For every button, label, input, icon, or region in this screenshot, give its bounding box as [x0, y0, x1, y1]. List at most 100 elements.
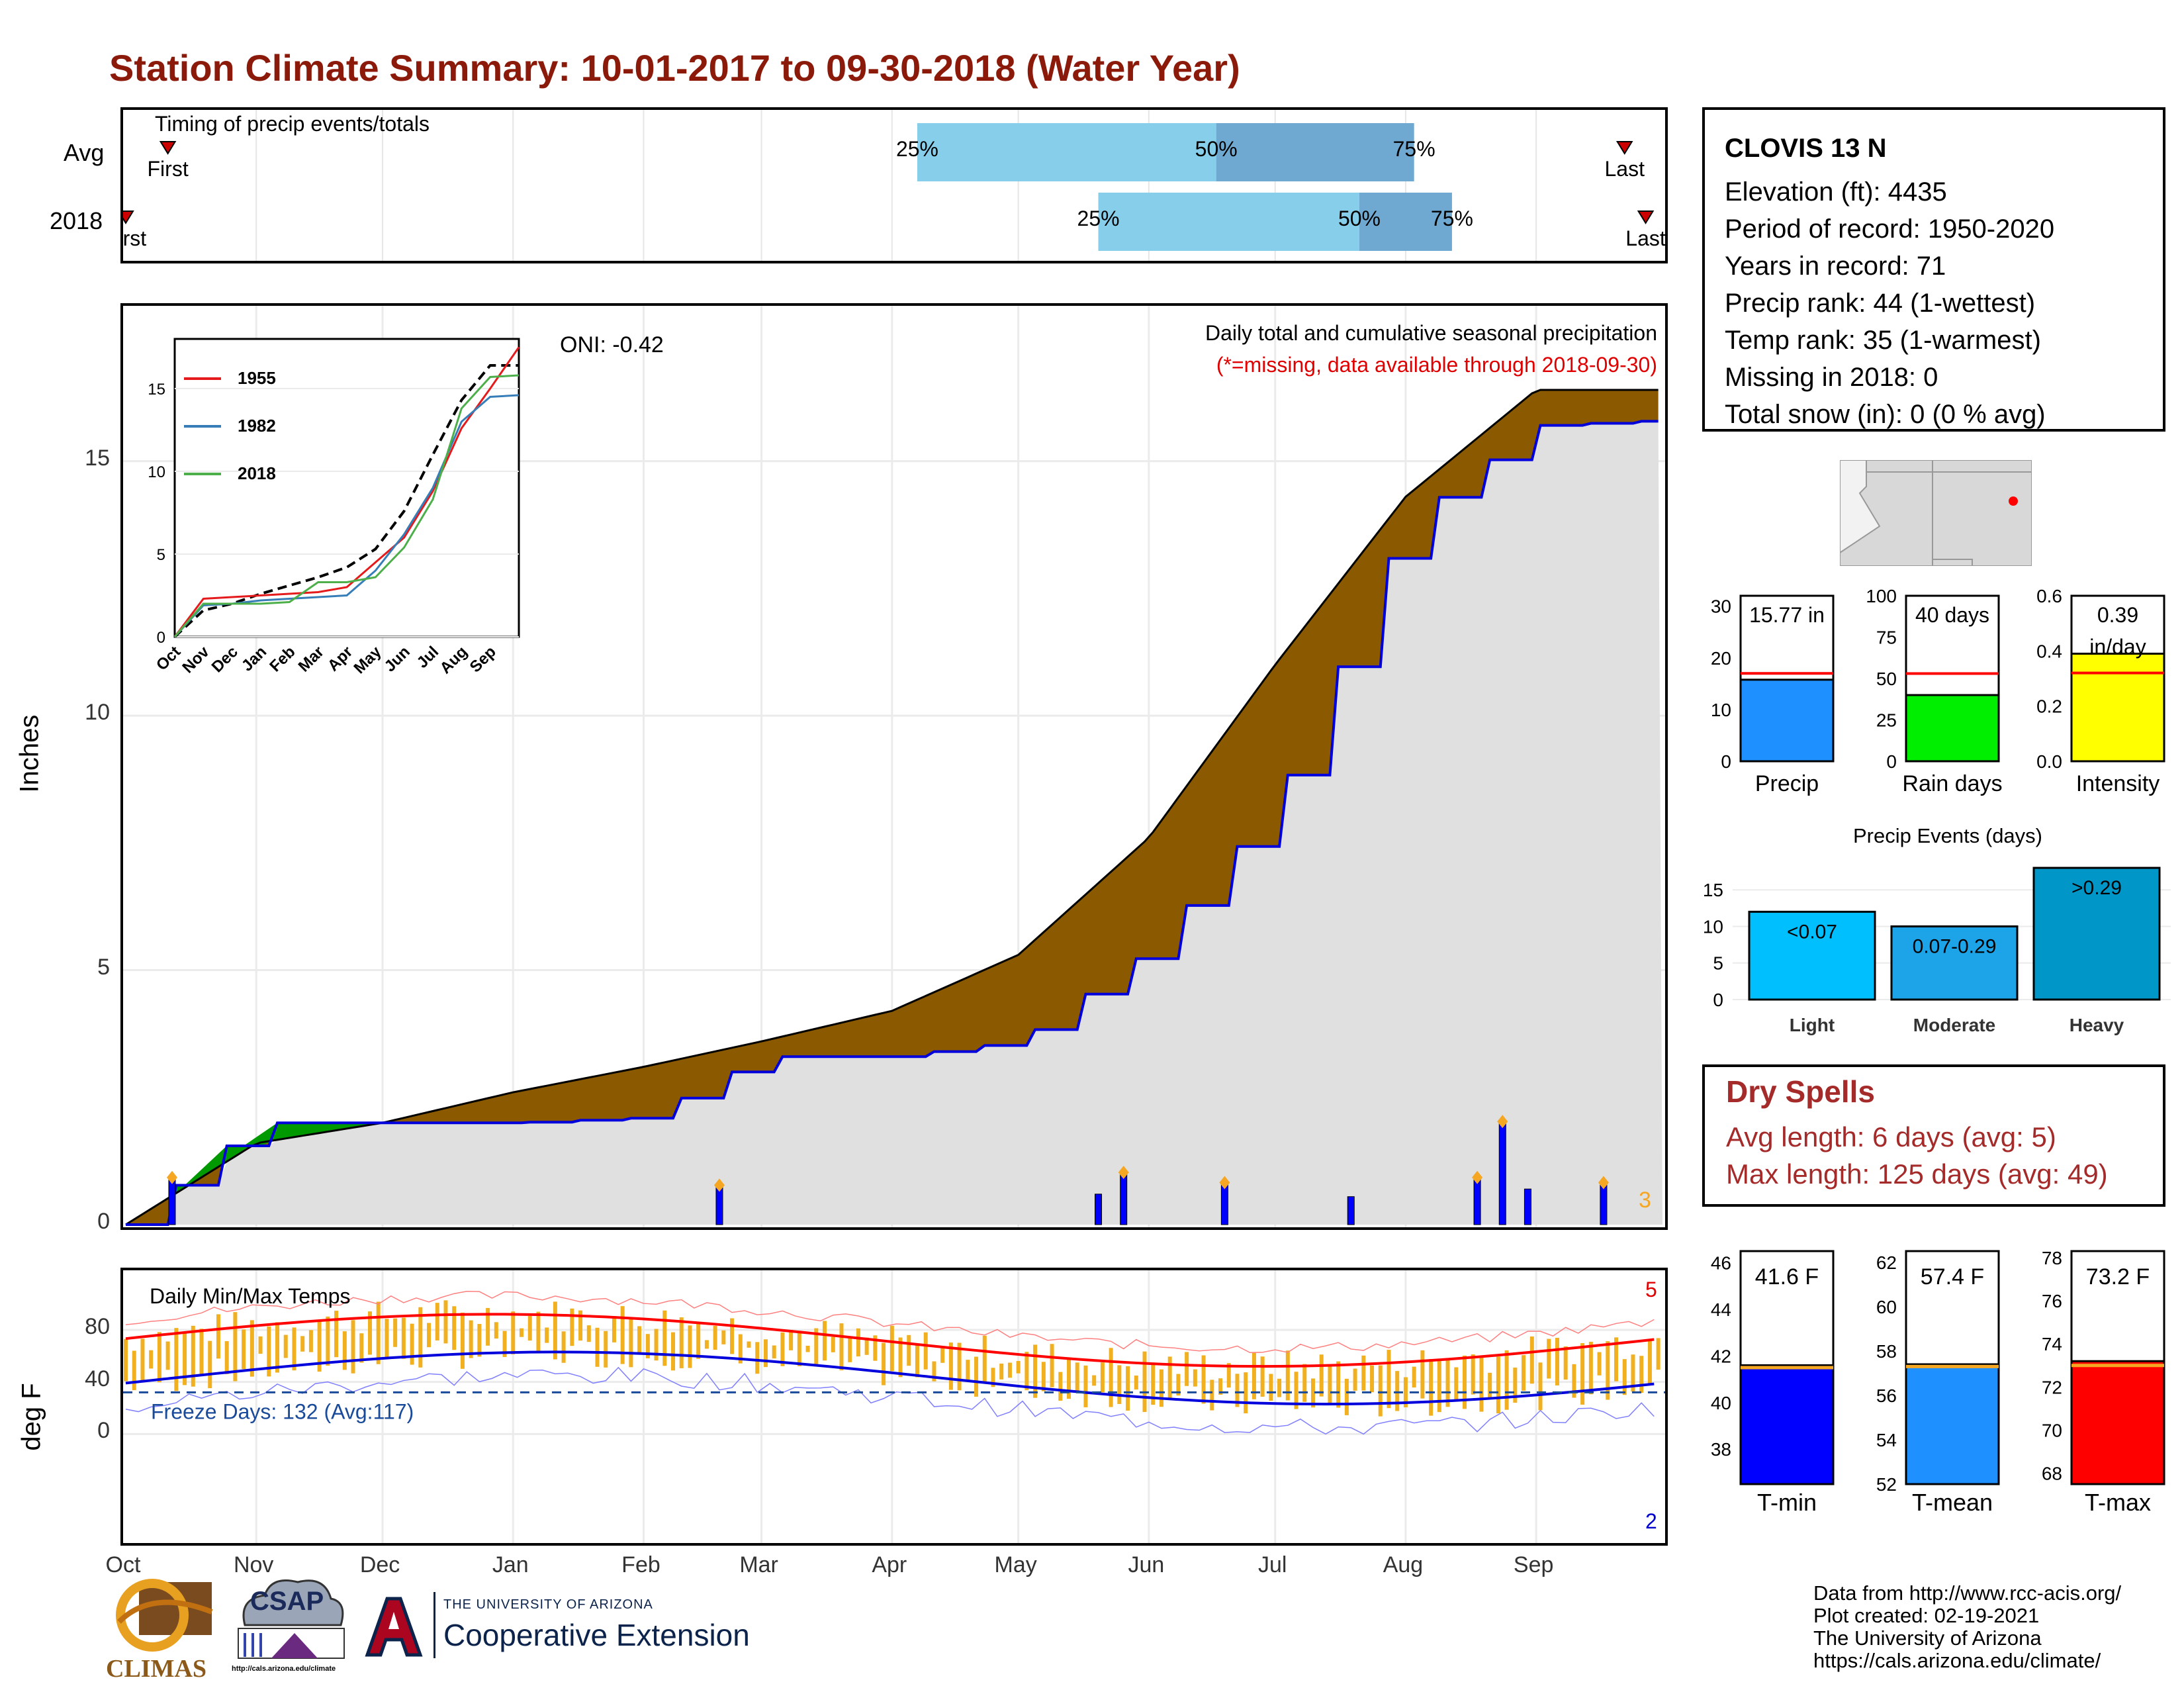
temp-bar-tick: 44: [1711, 1299, 1731, 1320]
heavy-event-marker-icon: [1472, 1170, 1483, 1184]
daily-temp-range-bar: [1033, 1344, 1038, 1398]
daily-temp-range-bar: [1151, 1362, 1156, 1405]
events-bar: [1890, 925, 2019, 1001]
month-tick: May: [994, 1552, 1037, 1577]
avg-high-line: [125, 1313, 1655, 1368]
daily-temp-range-bar: [1319, 1354, 1324, 1397]
mini-bar-value-label: 0.39: [2097, 603, 2138, 627]
inset-xtick: Jan: [238, 643, 270, 675]
mini-bar-intensity: 0.39 in/day 0.0 0.2 0.4 0.6 Intensity: [2012, 583, 2184, 801]
daily-temp-range-bar: [1622, 1359, 1627, 1395]
daily-temp-range-bar: [342, 1331, 347, 1370]
daily-temp-range-bar: [1336, 1361, 1341, 1408]
daily-temp-range-bar: [1463, 1355, 1467, 1409]
daily-temp-range-bar: [1370, 1365, 1375, 1393]
temp-chart: Daily Min/Max Temps Freeze Days: 132 (Avg…: [123, 1270, 1665, 1543]
inset-legend-label: 1955: [238, 368, 276, 388]
inset-xtick: Dec: [208, 643, 242, 676]
daily-temp-range-bar: [553, 1301, 557, 1360]
daily-temp-range-bar: [864, 1337, 869, 1355]
daily-temp-range-bar: [789, 1329, 794, 1350]
temp-bar-tick: 56: [1876, 1385, 1897, 1406]
mini-bar-rain-days: 40 days 0 25 50 75 100 Rain days: [1846, 583, 2012, 801]
first-marker-icon: [117, 211, 134, 224]
inset-xtick: Apr: [324, 643, 356, 675]
credit-source: Data from http://www.rcc-acis.org/: [1813, 1581, 2122, 1605]
ua-small-text: THE UNIVERSITY OF ARIZONA: [443, 1597, 653, 1612]
daily-temp-range-bar: [183, 1332, 187, 1385]
daily-temp-range-bar: [1572, 1364, 1576, 1398]
month-tick: Apr: [872, 1552, 907, 1577]
temp-bar-tick: 74: [2042, 1334, 2062, 1354]
credit-url: https://cals.arizona.edu/climate/: [1813, 1649, 2101, 1672]
month-tick: Nov: [233, 1552, 274, 1577]
daily-temp-range-bar: [772, 1345, 776, 1359]
daily-temp-range-bar: [367, 1311, 372, 1355]
station-missing: Missing in 2018: 0: [1725, 363, 1938, 392]
daily-precip-bar: [1347, 1196, 1355, 1225]
daily-temp-range-bar: [595, 1327, 600, 1367]
daily-temp-range-bar: [1193, 1369, 1197, 1387]
daily-temp-range-bar: [1437, 1361, 1441, 1413]
daily-temp-range-bar: [1529, 1336, 1534, 1384]
daily-temp-range-bar: [1016, 1360, 1021, 1374]
timing-label: Timing of precip events/totals: [155, 112, 430, 136]
daily-temp-range-bar: [334, 1311, 339, 1358]
daily-temp-range-bar: [848, 1337, 852, 1362]
daily-temp-range-bar: [763, 1339, 768, 1368]
daily-temp-range-bar: [570, 1308, 574, 1346]
daily-precip-bar: [1498, 1122, 1506, 1225]
credits: Data from http://www.rcc-acis.org/ Plot …: [1813, 1582, 2121, 1672]
daily-temp-range-bar: [805, 1345, 810, 1352]
daily-temp-range-bar: [1387, 1350, 1391, 1409]
daily-temp-range-bar: [545, 1327, 549, 1343]
inset-xtick: Aug: [436, 643, 471, 677]
daily-temp-range-bar: [831, 1336, 835, 1352]
daily-temp-range-bar: [823, 1321, 827, 1361]
locator-map: [1840, 460, 2032, 566]
daily-temp-range-bar: [191, 1325, 195, 1387]
daily-temp-range-bar: [755, 1342, 760, 1374]
daily-temp-range-bar: [1429, 1359, 1433, 1416]
daily-temp-range-bar: [242, 1329, 246, 1370]
temp-bar-value: [2070, 1360, 2165, 1485]
daily-temp-range-bar: [1218, 1378, 1223, 1395]
surplus-area: [176, 1123, 379, 1194]
daily-temp-range-bar: [721, 1330, 726, 1344]
daily-temp-range-bar: [418, 1307, 423, 1368]
temp-bar-label: T-min: [1757, 1489, 1817, 1516]
daily-temp-range-bar: [1403, 1377, 1408, 1408]
first-marker-icon: [159, 141, 177, 155]
heavy-event-marker-icon: [1118, 1166, 1129, 1180]
daily-temp-range-bar: [124, 1338, 128, 1382]
daily-temp-range-bar: [671, 1332, 676, 1371]
daily-temp-range-bar: [662, 1310, 667, 1366]
mini-bar-tick: 0.2: [2036, 696, 2062, 717]
record-high-count: 5: [1645, 1278, 1657, 1301]
daily-temp-range-bar: [704, 1340, 709, 1349]
temp-bar-tick: 54: [1876, 1430, 1897, 1450]
daily-temp-range-bar: [1513, 1367, 1518, 1403]
daily-temp-range-bar: [1142, 1351, 1147, 1413]
daily-temp-range-bar: [1294, 1372, 1298, 1409]
daily-temp-range-bar: [376, 1301, 381, 1364]
daily-temp-range-bar: [612, 1316, 616, 1342]
daily-temp-range-bar: [460, 1312, 465, 1369]
daily-temp-range-bar: [1226, 1363, 1231, 1388]
last-label: Last: [1625, 226, 1665, 250]
daily-temp-range-bar: [1058, 1372, 1063, 1401]
events-tick: 0: [1713, 990, 1723, 1010]
heavy-event-marker-icon: [713, 1178, 725, 1192]
temp-bar-tick: 52: [1876, 1474, 1897, 1495]
events-bar-label: Heavy: [2070, 1015, 2124, 1035]
ua-logo: THE UNIVERSITY OF ARIZONA Cooperative Ex…: [361, 1592, 771, 1665]
month-axis: Oct Nov Dec Jan Feb Mar Apr May Jun Jul Aug Sep: [106, 1552, 1668, 1585]
mini-bar-tick: 0: [1886, 751, 1897, 772]
daily-temp-range-bar: [224, 1341, 229, 1374]
daily-temp-range-bar: [1083, 1365, 1088, 1407]
daily-temp-range-bar: [1555, 1337, 1559, 1385]
month-tick: Sep: [1513, 1552, 1554, 1577]
daily-temp-range-bar: [233, 1312, 238, 1382]
daily-temp-range-bar: [999, 1363, 1004, 1380]
mini-bar-tick: 10: [1711, 700, 1731, 720]
